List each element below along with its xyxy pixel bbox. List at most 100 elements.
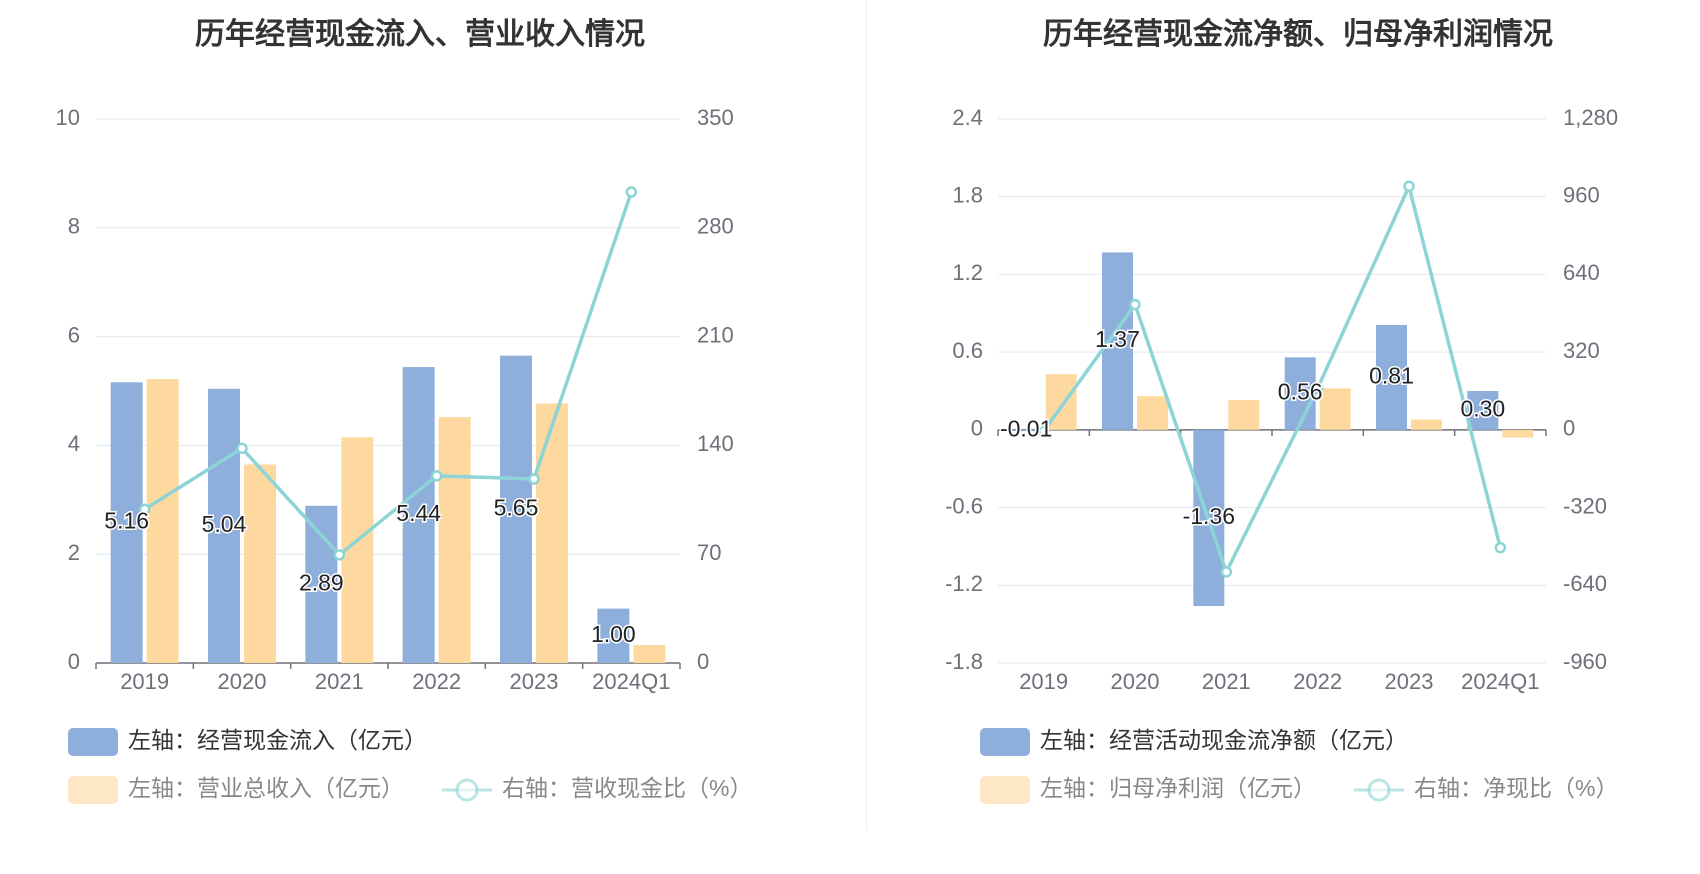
bar-data-label: 5.44	[396, 500, 441, 526]
y-left-tick-label: 6	[68, 322, 80, 347]
x-tick-label: 2021	[1202, 669, 1251, 694]
y-left-tick-label: -0.6	[945, 493, 983, 518]
x-tick-label: 2020	[218, 669, 267, 694]
y-right-tick-label: 0	[697, 649, 709, 674]
y-left-tick-label: 0	[68, 649, 80, 674]
legend-label: 左轴：经营活动现金流净额（亿元）	[1040, 727, 1408, 753]
y-right-tick-label: 640	[1563, 260, 1600, 285]
y-right-tick-label: 140	[697, 431, 734, 456]
bar-secondary	[536, 403, 568, 663]
bar-primary	[1010, 429, 1042, 432]
bar-primary	[1284, 357, 1316, 430]
line-point	[1494, 541, 1507, 554]
legend-line-marker	[455, 778, 479, 802]
y-left-tick-label: 4	[68, 431, 80, 456]
line-point	[236, 442, 248, 455]
line-point	[1403, 180, 1415, 193]
x-tick-label: 2022	[1293, 669, 1342, 694]
y-right-tick-label: 320	[1563, 338, 1600, 363]
bar-secondary	[1137, 396, 1168, 430]
y-left-tick-label: 1.8	[952, 183, 983, 208]
bar-secondary	[146, 379, 179, 663]
x-tick-label: 2019	[120, 669, 169, 694]
legend-label: 右轴：净现比（%）	[1414, 775, 1618, 801]
bar-primary	[305, 505, 338, 663]
y-left-tick-label: -1.2	[945, 571, 983, 596]
bar-primary	[208, 388, 240, 663]
legend-swatch	[980, 776, 1030, 804]
line-point	[528, 473, 540, 485]
y-right-tick-label: 210	[697, 322, 734, 347]
x-tick-label: 2024Q1	[592, 669, 670, 694]
chart-title: 历年经营现金流净额、归母净利润情况	[1043, 17, 1553, 51]
legend-label: 右轴：营收现金比（%）	[502, 775, 752, 801]
legend-label: 左轴：归母净利润（亿元）	[1040, 775, 1316, 801]
bar-data-label: -0.01	[1000, 416, 1052, 442]
legend-swatch	[68, 728, 118, 756]
bar-primary	[402, 367, 435, 663]
panel-divider	[866, 0, 867, 830]
bar-data-label: 1.00	[591, 621, 636, 647]
legend-line-marker	[1367, 778, 1391, 802]
bar-secondary	[1502, 429, 1534, 438]
y-left-tick-label: 10	[56, 105, 80, 130]
y-right-tick-label: 960	[1563, 183, 1600, 208]
x-tick-label: 2019	[1019, 669, 1068, 694]
bar-data-label: 0.56	[1278, 379, 1323, 405]
x-tick-label: 2024Q1	[1461, 669, 1539, 694]
bar-primary	[1376, 324, 1407, 430]
bar-primary	[1467, 391, 1499, 430]
bar-data-label: 5.04	[202, 511, 247, 537]
line-point	[333, 549, 346, 561]
bar-data-label: 2.89	[299, 569, 344, 595]
line-point	[430, 470, 443, 482]
x-tick-label: 2023	[510, 669, 559, 694]
y-left-tick-label: 2.4	[952, 105, 983, 130]
legend-swatch	[68, 776, 118, 804]
bar-data-label: 5.65	[494, 494, 539, 520]
y-right-tick-label: 350	[697, 105, 734, 130]
y-right-tick-label: -640	[1563, 571, 1607, 596]
y-right-tick-label: 0	[1563, 416, 1575, 441]
legend-label: 左轴：经营现金流入（亿元）	[128, 727, 427, 753]
line-point	[625, 186, 638, 198]
bar-data-label: 0.30	[1460, 396, 1505, 422]
y-left-tick-label: 0.6	[952, 338, 983, 363]
legend-label: 左轴：营业总收入（亿元）	[128, 775, 404, 801]
x-tick-label: 2022	[412, 669, 461, 694]
y-left-tick-label: 2	[68, 540, 80, 565]
chart-title: 历年经营现金流入、营业收入情况	[195, 17, 645, 51]
bar-primary	[110, 382, 143, 663]
line-point	[1311, 382, 1324, 395]
y-right-tick-label: 280	[697, 214, 734, 239]
bar-data-label: 5.16	[104, 508, 149, 534]
bar-secondary	[438, 417, 471, 663]
bar-secondary	[1319, 388, 1351, 430]
bar-primary	[597, 608, 630, 663]
line-point	[1129, 298, 1141, 311]
bar-data-label: 0.81	[1369, 362, 1414, 388]
bar-secondary	[1411, 419, 1442, 430]
bar-data-label: 1.37	[1095, 326, 1140, 352]
bar-secondary	[244, 464, 276, 663]
bar-secondary	[633, 645, 666, 663]
line-point	[1220, 566, 1233, 578]
legend-swatch	[980, 728, 1030, 756]
y-right-tick-label: -960	[1563, 649, 1607, 674]
x-tick-label: 2023	[1385, 669, 1434, 694]
y-right-tick-label: 1,280	[1563, 105, 1618, 130]
x-tick-label: 2021	[315, 669, 364, 694]
y-left-tick-label: 8	[68, 214, 80, 239]
series-line	[1042, 184, 1503, 574]
line-point	[1037, 425, 1050, 437]
y-right-tick-label: 70	[697, 540, 721, 565]
bar-secondary	[1228, 400, 1260, 430]
bar-primary	[500, 355, 532, 663]
x-tick-label: 2020	[1111, 669, 1160, 694]
bar-data-label: -1.36	[1183, 503, 1235, 529]
y-left-tick-label: -1.8	[945, 649, 983, 674]
line-point	[138, 503, 151, 516]
series-line	[143, 191, 633, 557]
